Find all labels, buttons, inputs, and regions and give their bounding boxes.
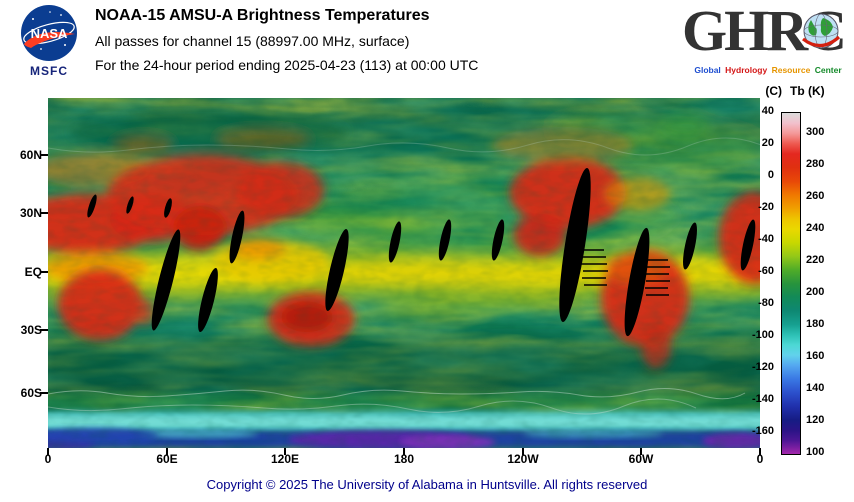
celsius-tick-label: 20 (761, 137, 774, 149)
header-titles: NOAA-15 AMSU-A Brightness Temperatures A… (95, 7, 479, 73)
data-gap-swaths (87, 167, 756, 337)
kelvin-tick-label: 120 (806, 414, 825, 426)
kelvin-tick-label: 200 (806, 286, 825, 298)
lat-label: 30N (19, 206, 42, 220)
celsius-tick-label: -120 (751, 361, 774, 373)
kelvin-tick-label: 180 (806, 318, 825, 330)
nasa-red-swoosh (24, 32, 75, 48)
kelvin-tick-label: 100 (806, 446, 825, 458)
lon-label: 60W (628, 452, 654, 466)
kelvin-tick-label: 220 (806, 254, 825, 266)
celsius-tick-label: 0 (767, 169, 774, 181)
tagline-word: Global (694, 65, 721, 75)
colorbar-gradient (781, 112, 801, 455)
ghrc-tagline: Global Hydrology Resource Center (682, 65, 854, 75)
celsius-tick-label: -60 (758, 265, 774, 277)
lon-label: 120W (507, 452, 539, 466)
lat-label: 60N (19, 148, 42, 162)
lon-label: 120E (270, 452, 300, 466)
celsius-tick-label: -160 (751, 425, 774, 437)
nasa-logo: NASA MSFC (10, 3, 88, 78)
colorbar-kelvin-unit: Tb (K) (790, 84, 825, 98)
nasa-center-label: MSFC (30, 64, 68, 78)
celsius-tick-label: 40 (761, 105, 774, 117)
celsius-tick-label: -40 (758, 233, 774, 245)
brightness-temperature-map (48, 98, 760, 448)
kelvin-tick-label: 260 (806, 190, 825, 202)
celsius-tick-label: -80 (758, 297, 774, 309)
tagline-word: Center (814, 65, 842, 75)
channel-subtitle: All passes for channel 15 (88997.00 MHz,… (95, 33, 410, 49)
ghrc-logo: GHRC Global Hydrology Resource Center (682, 2, 854, 88)
lat-label: 60S (20, 386, 42, 400)
kelvin-tick-label: 140 (806, 382, 825, 394)
celsius-tick-label: -140 (751, 393, 774, 405)
colorbar-celsius-unit: (C) (765, 84, 782, 98)
page-title: NOAA-15 AMSU-A Brightness Temperatures (95, 7, 430, 24)
kelvin-tick-label: 240 (806, 222, 825, 234)
tagline-word: Resource (771, 65, 811, 75)
kelvin-tick-label: 280 (806, 158, 825, 170)
celsius-tick-label: -100 (751, 329, 774, 341)
period-subtitle: For the 24-hour period ending 2025-04-23… (95, 57, 479, 73)
ghrc-globe-icon (802, 13, 841, 49)
lon-label: 0 (756, 452, 764, 466)
tagline-word: Hydrology (725, 65, 768, 75)
copyright-notice: Copyright © 2025 The University of Alaba… (206, 477, 648, 492)
nasa-stars (32, 11, 66, 50)
lon-label: 0 (44, 452, 52, 466)
raster-grain (48, 98, 760, 448)
ghrc-red-swoosh (802, 35, 841, 48)
lon-label: 60E (156, 452, 178, 466)
nasa-wordmark: NASA (31, 26, 68, 41)
nasa-orbit-ring (23, 21, 75, 45)
nasa-insignia-icon: NASA (21, 5, 77, 61)
lon-label: 180 (393, 452, 415, 466)
kelvin-tick-label: 300 (806, 126, 825, 138)
celsius-tick-label: -20 (758, 201, 774, 213)
lat-label: EQ (24, 265, 42, 279)
kelvin-tick-label: 160 (806, 350, 825, 362)
lat-label: 30S (20, 323, 42, 337)
swath-stripes (580, 249, 670, 296)
